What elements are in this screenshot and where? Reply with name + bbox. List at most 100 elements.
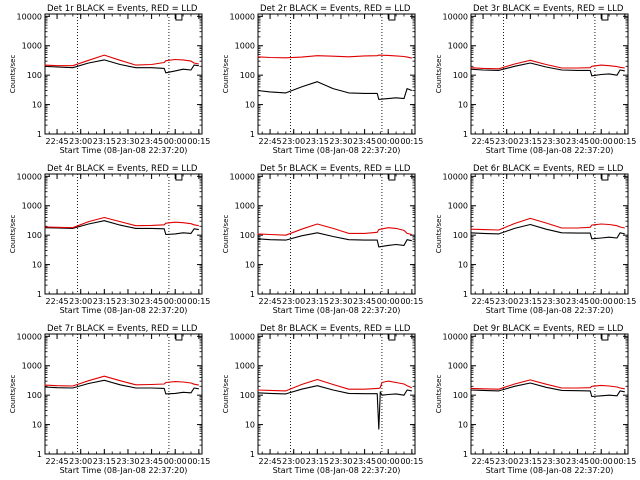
x-tick-label: 23:15 [519,297,542,306]
x-tick-label: 23:00 [69,457,92,466]
lld-series-line [470,59,625,70]
plot-frame [257,13,416,135]
y-tick-label: 10000 [443,12,468,21]
x-tick-label: 22:45 [259,137,282,146]
y-tick-label: 1 [37,290,42,299]
y-axis-label: Counts/sec [222,55,230,94]
x-tick-label: 00:00 [377,297,400,306]
x-tick-label: 22:45 [472,297,495,306]
x-axis-label: Start Time (08-Jan-08 22:37:20) [273,466,401,475]
x-tick-label: 22:45 [259,297,282,306]
events-series-line [44,220,199,236]
x-tick-label: 23:45 [140,457,163,466]
y-tick-label: 1 [37,130,42,139]
y-tick-label: 100 [27,231,42,240]
panel-title: Det 8r BLACK = Events, RED = LLD [260,324,411,334]
y-tick-label: 10000 [230,332,255,341]
y-tick-label: 10 [245,261,255,270]
y-tick-label: 10000 [443,332,468,341]
x-tick-label: 23:30 [542,457,565,466]
x-tick-label: 23:15 [306,137,329,146]
x-tick-label: 23:00 [495,137,518,146]
panel-title: Det 4r BLACK = Events, RED = LLD [47,164,198,174]
y-tick-label: 10000 [443,172,468,181]
x-tick-label: 00:00 [590,457,613,466]
events-series-line [470,382,625,398]
lld-series-line [257,54,412,59]
x-tick-label: 00:15 [400,297,423,306]
x-axis-label: Start Time (08-Jan-08 22:37:20) [60,306,188,315]
y-tick-label: 1000 [448,362,468,371]
y-tick-label: 10 [458,261,468,270]
panel-title: Det 2r BLACK = Events, RED = LLD [260,4,411,14]
y-tick-label: 10000 [230,172,255,181]
x-tick-label: 00:15 [400,457,423,466]
x-tick-label: 00:00 [377,137,400,146]
x-tick-label: 23:00 [69,137,92,146]
marker-box [388,13,396,21]
marker-box [601,333,609,341]
y-tick-label: 1000 [22,202,42,211]
panel-title: Det 3r BLACK = Events, RED = LLD [473,4,624,14]
y-tick-label: 1 [463,290,468,299]
x-axis-label: Start Time (08-Jan-08 22:37:20) [60,466,188,475]
lld-series-line [257,223,412,236]
x-tick-label: 00:15 [613,137,636,146]
x-tick-label: 23:45 [566,457,589,466]
x-tick-label: 22:45 [46,457,69,466]
x-tick-label: 00:00 [164,457,187,466]
lld-series-line [257,378,413,392]
x-tick-label: 23:30 [329,137,352,146]
events-series-line [44,379,199,395]
y-tick-label: 1 [250,450,255,459]
x-tick-label: 23:30 [116,457,139,466]
y-tick-label: 1000 [235,42,255,51]
y-tick-label: 10 [32,261,42,270]
marker-box [601,13,609,21]
x-tick-label: 23:15 [93,457,116,466]
y-tick-label: 10 [32,101,42,110]
events-series-line [470,223,625,240]
y-tick-label: 1000 [22,42,42,51]
panel-title: Det 9r BLACK = Events, RED = LLD [473,324,624,334]
y-axis-label: Counts/sec [435,375,443,414]
x-tick-label: 00:15 [187,457,210,466]
detector-panel-8: Det 8r BLACK = Events, RED = LLD 1 10 100 10… [222,324,423,475]
y-tick-label: 100 [240,231,255,240]
x-tick-label: 23:45 [140,137,163,146]
x-axis-label: Start Time (08-Jan-08 22:37:20) [273,146,401,155]
y-axis-label: Counts/sec [9,55,17,94]
x-tick-label: 23:15 [306,457,329,466]
detector-panel-2: Det 2r BLACK = Events, RED = LLD 1 10 100 10… [222,4,423,155]
x-tick-label: 23:45 [140,297,163,306]
detector-panel-3: Det 3r BLACK = Events, RED = LLD 1 10 100 10… [435,4,636,155]
x-axis-label: Start Time (08-Jan-08 22:37:20) [486,466,614,475]
marker-box [388,173,396,181]
x-tick-label: 00:15 [613,297,636,306]
x-tick-label: 00:15 [187,137,210,146]
events-series-line [470,62,625,77]
y-axis-label: Counts/sec [9,375,17,414]
marker-box [388,333,396,341]
marker-box [175,173,183,181]
x-tick-label: 23:30 [116,297,139,306]
x-tick-label: 22:45 [259,457,282,466]
detector-panel-5: Det 5r BLACK = Events, RED = LLD 1 10 100 10… [222,164,423,315]
x-tick-label: 00:00 [377,457,400,466]
detector-panel-1: Det 1r BLACK = Events, RED = LLD 1 10 100 10… [9,4,210,155]
y-axis-label: Counts/sec [222,215,230,254]
x-tick-label: 00:00 [164,137,187,146]
x-tick-label: 23:45 [353,297,376,306]
x-tick-label: 23:15 [93,137,116,146]
x-tick-label: 23:00 [69,297,92,306]
y-tick-label: 1 [250,130,255,139]
x-tick-label: 00:15 [187,297,210,306]
detector-panel-7: Det 7r BLACK = Events, RED = LLD 1 10 100 10… [9,324,210,475]
x-tick-label: 00:15 [400,137,423,146]
x-tick-label: 23:30 [329,457,352,466]
plot-frame [257,173,416,295]
y-tick-label: 10 [245,101,255,110]
x-tick-label: 23:45 [353,137,376,146]
x-tick-label: 00:15 [613,457,636,466]
